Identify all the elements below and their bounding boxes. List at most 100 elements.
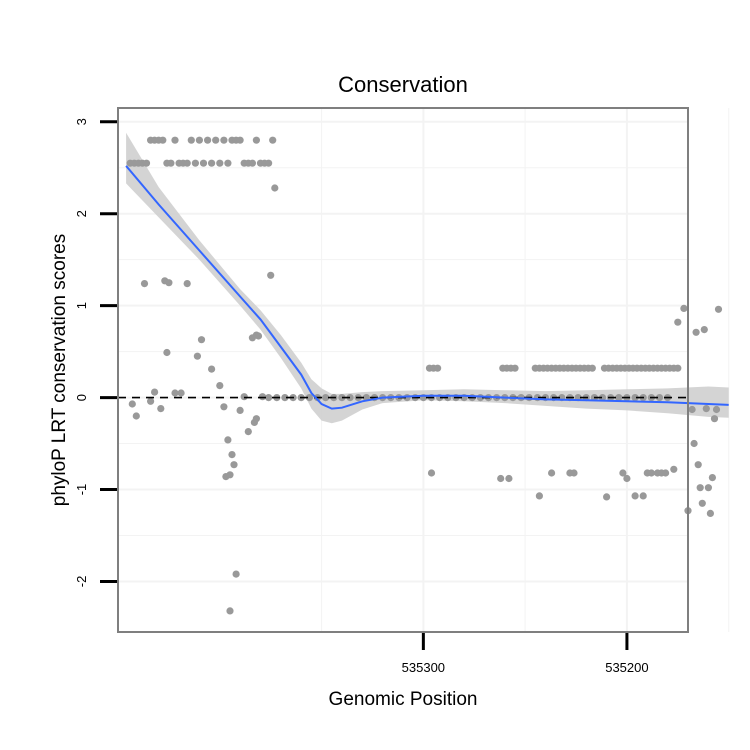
data-point [226,471,234,479]
data-point [708,474,717,482]
x-axis-label: Genomic Position [329,689,478,710]
data-point [228,451,236,459]
data-point [142,159,151,167]
data-point [159,136,167,144]
data-point [269,136,277,144]
data-point [712,405,721,414]
data-point [216,159,224,167]
data-point [511,364,519,372]
data-point [157,405,165,413]
data-point [265,159,273,167]
data-point [151,388,159,396]
data-point [670,465,678,473]
data-point [165,279,173,287]
data-point [177,389,185,397]
data-point [322,394,330,402]
data-point [252,415,260,423]
data-point [694,461,702,469]
data-point [199,159,208,167]
x-tick-label: 535200 [605,660,648,675]
data-point [140,280,149,288]
data-point [698,499,706,507]
y-tick-label: 1 [74,302,89,309]
data-point [338,394,346,402]
data-point [267,271,275,279]
confidence-band-layer [126,132,729,424]
data-point [497,474,505,483]
chart-title: Conservation [338,72,468,97]
data-point [191,159,199,167]
data-point [208,159,216,167]
data-point [598,394,607,402]
data-point [615,394,623,402]
data-point [674,364,682,372]
data-point [696,484,704,492]
data-point [204,136,212,144]
data-point [704,484,713,492]
data-point [224,159,232,167]
data-point [232,570,240,578]
data-point [639,492,647,500]
data-point [674,318,682,326]
data-point [208,365,216,373]
data-point [631,394,639,402]
y-axis: -2 -1 0 1 2 3 [74,118,117,587]
data-point [171,136,179,144]
y-tick-label: -1 [74,484,89,496]
data-point [535,492,544,500]
data-point [224,436,232,444]
y-tick-label: 2 [74,210,89,217]
x-axis: 535300 535200 [402,633,649,675]
data-point [163,348,171,357]
data-point [588,364,596,372]
data-point [570,469,578,477]
confidence-band [126,132,729,424]
smooth-fit-line [125,165,729,410]
data-point [132,412,140,420]
data-point [258,393,267,401]
data-point [706,509,715,517]
data-point [700,326,708,334]
x-tick-label: 535300 [402,660,445,675]
data-point [183,159,191,167]
data-point [171,389,179,397]
data-point [230,461,238,469]
data-point [236,136,244,144]
y-tick-label: -2 [74,576,89,588]
data-point [631,492,639,500]
data-point [688,405,696,414]
smooth-line-layer [125,165,729,410]
data-point [655,394,664,402]
data-point [244,428,252,436]
y-axis-label: phyloP LRT conservation scores [49,234,70,507]
data-point [692,328,700,336]
data-point [167,159,175,167]
data-point [147,397,155,405]
data-point [271,184,279,192]
data-point [128,400,136,408]
data-point [248,159,256,167]
data-point [236,406,244,414]
data-point [434,364,442,372]
data-point [623,474,631,483]
data-point [183,280,191,288]
data-point [619,469,627,477]
data-point [212,136,220,144]
data-point [647,469,656,477]
panel-border [117,107,689,633]
data-point [216,382,224,390]
data-point [265,394,273,402]
data-point [305,394,313,402]
data-point [427,469,436,477]
data-point [220,136,228,144]
data-point [548,469,556,477]
data-point [662,469,670,477]
data-point [240,393,248,401]
data-point [252,136,260,144]
data-point [226,607,234,615]
data-point [346,394,354,402]
data-point [197,336,206,344]
data-point [603,493,611,501]
data-point [281,394,289,402]
